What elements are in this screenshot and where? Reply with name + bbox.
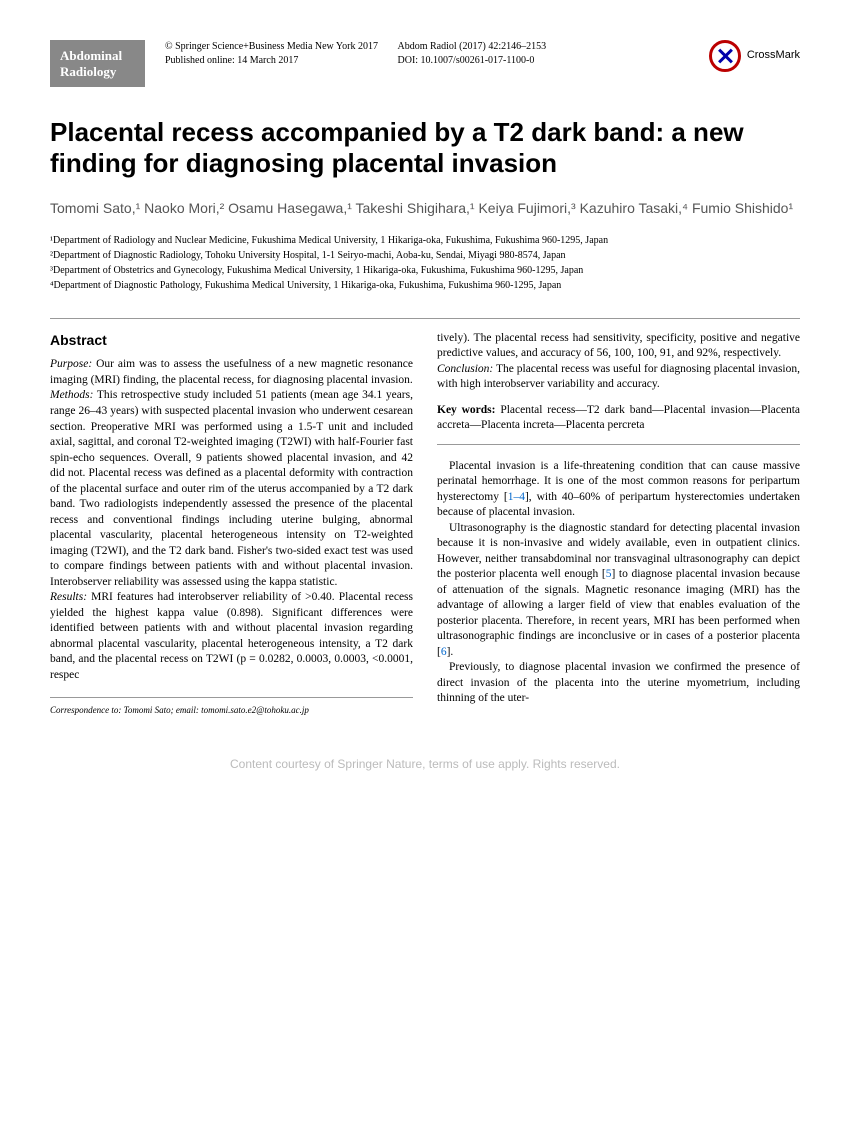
- copyright-text: © Springer Science+Business Media New Yo…: [165, 40, 395, 54]
- journal-name-1: Abdominal: [60, 48, 135, 64]
- author-list: Tomomi Sato,¹ Naoko Mori,² Osamu Hasegaw…: [50, 198, 800, 219]
- article-body: Abstract Purpose: Our aim was to assess …: [50, 331, 800, 717]
- crossmark-icon: [709, 40, 741, 72]
- article-title: Placental recess accompanied by a T2 dar…: [50, 117, 800, 179]
- published-date: Published online: 14 March 2017: [165, 54, 395, 68]
- abstract-purpose: Purpose: Our aim was to assess the usefu…: [50, 357, 413, 388]
- divider: [50, 318, 800, 319]
- abstract-results-b: tively). The placental recess had sensit…: [437, 331, 800, 362]
- journal-name-2: Radiology: [60, 64, 135, 80]
- results-text-a: MRI features had interobserver reliabili…: [50, 591, 413, 681]
- correspondence-name: Tomomi Sato;: [121, 705, 175, 715]
- journal-badge: Abdominal Radiology: [50, 40, 145, 87]
- conclusion-label: Conclusion:: [437, 363, 493, 375]
- abstract-conclusion: Conclusion: The placental recess was use…: [437, 362, 800, 393]
- intro-para-3: Previously, to diagnose placental invasi…: [437, 660, 800, 707]
- correspondence-label: Correspondence to:: [50, 705, 121, 715]
- keywords: Key words: Placental recess—T2 dark band…: [437, 403, 800, 445]
- email-label: email:: [176, 705, 199, 715]
- affiliation-3: ³Department of Obstetrics and Gynecology…: [50, 263, 800, 278]
- affiliation-1: ¹Department of Radiology and Nuclear Med…: [50, 233, 800, 248]
- publication-info: © Springer Science+Business Media New Yo…: [165, 40, 709, 68]
- crossmark-badge[interactable]: CrossMark: [709, 40, 800, 72]
- methods-text: This retrospective study included 51 pat…: [50, 389, 413, 587]
- intro-para-2: Ultrasonography is the diagnostic standa…: [437, 521, 800, 661]
- results-label: Results:: [50, 591, 87, 603]
- affiliation-4: ⁴Department of Diagnostic Pathology, Fuk…: [50, 278, 800, 293]
- intro-para-1: Placental invasion is a life-threatening…: [437, 459, 800, 521]
- affiliations: ¹Department of Radiology and Nuclear Med…: [50, 233, 800, 293]
- correspondence-email: tomomi.sato.e2@tohoku.ac.jp: [199, 705, 309, 715]
- abstract-results-a: Results: MRI features had interobserver …: [50, 590, 413, 683]
- abstract-heading: Abstract: [50, 331, 413, 350]
- correspondence: Correspondence to: Tomomi Sato; email: t…: [50, 697, 413, 716]
- abstract-methods: Methods: This retrospective study includ…: [50, 388, 413, 590]
- ref-link-1-4[interactable]: 1–4: [508, 491, 525, 503]
- purpose-text: Our aim was to assess the usefulness of …: [50, 358, 413, 386]
- affiliation-2: ²Department of Diagnostic Radiology, Toh…: [50, 248, 800, 263]
- page-header: Abdominal Radiology © Springer Science+B…: [50, 40, 800, 87]
- purpose-label: Purpose:: [50, 358, 92, 370]
- crossmark-label: CrossMark: [747, 48, 800, 63]
- citation-text: Abdom Radiol (2017) 42:2146–2153: [398, 40, 598, 54]
- keywords-label: Key words:: [437, 404, 496, 416]
- page-footer: Content courtesy of Springer Nature, ter…: [50, 756, 800, 773]
- methods-label: Methods:: [50, 389, 93, 401]
- doi-text: DOI: 10.1007/s00261-017-1100-0: [398, 54, 598, 68]
